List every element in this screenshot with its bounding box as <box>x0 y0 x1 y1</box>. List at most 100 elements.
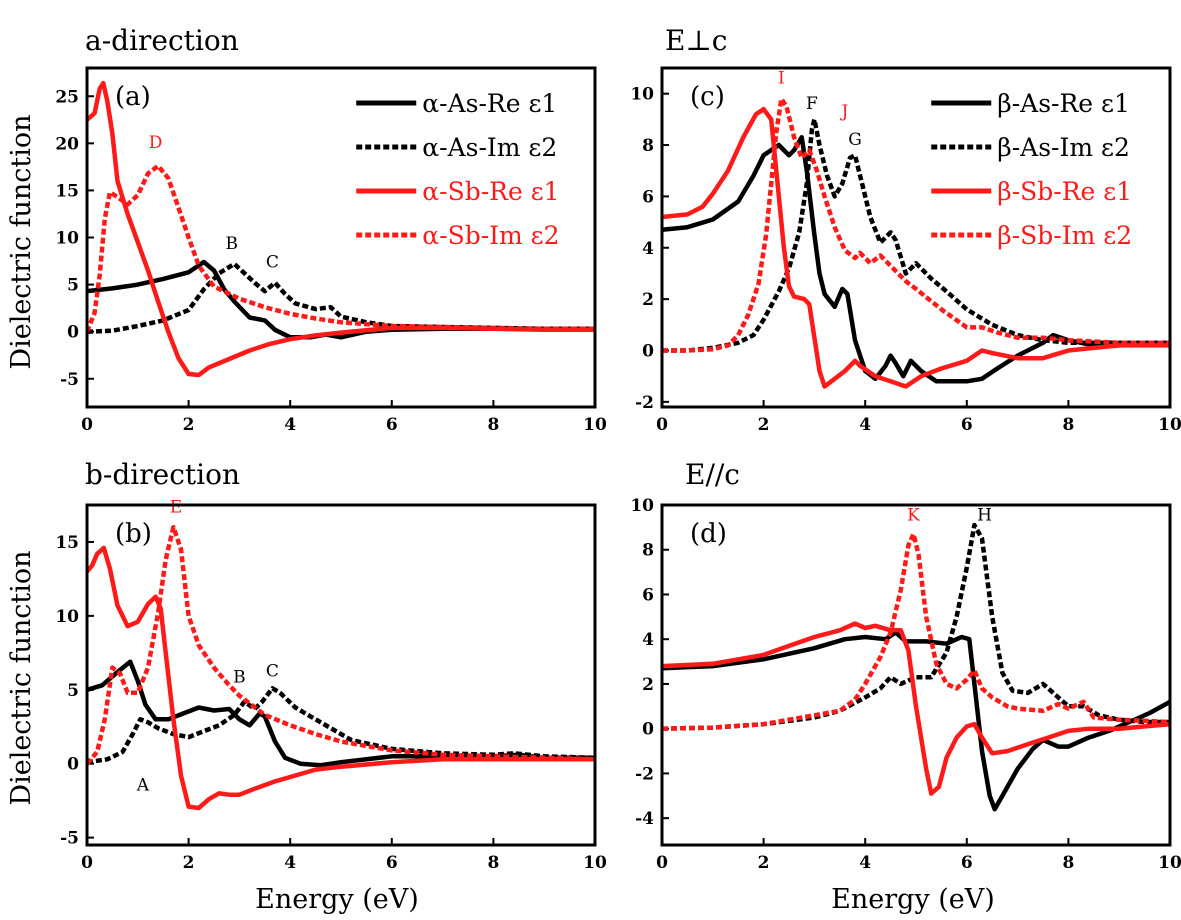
y-tick-label: 6 <box>642 187 654 207</box>
series-line-c-1 <box>662 117 1170 353</box>
y-tick-label: 6 <box>642 585 654 605</box>
x-tick-label: 8 <box>1062 415 1074 435</box>
annotation-label: C <box>266 253 279 273</box>
annotation-label: C <box>266 661 279 681</box>
legend-label: β-Sb-Im ε2 <box>997 221 1132 250</box>
legend-label: α-Sb-Im ε2 <box>422 221 559 250</box>
annotation-label: D <box>149 133 163 153</box>
y-tick-label: 2 <box>642 290 654 310</box>
series-line-a-3 <box>87 163 595 333</box>
ylabel-bottom: Dielectric function <box>6 550 37 805</box>
x-tick-label: 10 <box>1158 853 1181 873</box>
x-tick-label: 8 <box>487 415 499 435</box>
y-tick-label: 0 <box>642 720 654 740</box>
x-tick-label: 0 <box>656 415 668 435</box>
x-tick-label: 0 <box>81 415 93 435</box>
annotation-label: K <box>907 506 920 526</box>
y-tick-label: 0 <box>67 323 79 343</box>
y-tick-label: 5 <box>67 681 79 701</box>
legend-label: α-Sb-Re ε1 <box>422 177 559 206</box>
annotation-label: H <box>977 506 992 526</box>
series-line-a-0 <box>87 259 595 340</box>
y-tick-label: -5 <box>60 370 79 390</box>
chart-panel-a: a-direction 0 2 4 6 8 10 -5 0 5 10 15 20 25 D B C (a) α-As… <box>55 24 607 435</box>
x-tick-label: 6 <box>386 415 398 435</box>
y-tick-label: 10 <box>630 496 654 516</box>
plot-frame <box>85 66 597 409</box>
y-tick-label: 2 <box>642 675 654 695</box>
annotation-label: B <box>226 234 239 254</box>
annotation-label: B <box>233 667 246 687</box>
annotation-label: F <box>806 94 818 114</box>
ylabel-top: Dielectric function <box>6 114 37 369</box>
y-tick-label: 20 <box>55 134 79 154</box>
xlabel-right: Energy (eV) <box>831 884 995 915</box>
y-tick-label: 10 <box>630 85 654 105</box>
y-tick-label: 10 <box>55 607 79 627</box>
annotation-label: E <box>170 497 182 517</box>
chart-panel-d: E//c 0 2 4 6 8 10 -4 -2 0 2 4 6 8 10 K H (d) <box>630 458 1181 873</box>
series-line-c-2 <box>662 106 1170 389</box>
annotation-label: J <box>839 102 848 122</box>
panel-label: (b) <box>115 519 152 549</box>
annotation-label: A <box>136 775 150 795</box>
x-tick-label: 0 <box>81 853 93 873</box>
x-tick-label: 6 <box>386 853 398 873</box>
series-line-b-3 <box>87 524 595 766</box>
y-tick-label: 4 <box>642 239 654 259</box>
y-tick-label: -2 <box>635 393 654 413</box>
y-tick-label: 25 <box>55 87 79 107</box>
series-line-d-2 <box>662 621 1170 796</box>
panel-title: a-direction <box>85 24 239 57</box>
panel-label: (c) <box>690 82 725 112</box>
x-tick-label: 2 <box>758 415 770 435</box>
legend-label: β-As-Re ε1 <box>997 89 1130 118</box>
series-line-b-2 <box>87 545 595 811</box>
y-tick-label: 5 <box>67 276 79 296</box>
y-tick-label: 0 <box>642 342 654 362</box>
panel-label: (a) <box>115 82 151 112</box>
x-tick-label: 2 <box>758 853 770 873</box>
legend-label: β-Sb-Re ε1 <box>997 177 1132 206</box>
plot-frame <box>85 503 597 847</box>
x-tick-label: 10 <box>1158 415 1181 435</box>
x-tick-label: 4 <box>859 853 871 873</box>
x-tick-label: 10 <box>583 853 607 873</box>
plot-frame <box>660 503 1172 847</box>
x-tick-label: 8 <box>487 853 499 873</box>
x-tick-label: 4 <box>284 415 296 435</box>
x-tick-label: 2 <box>183 853 195 873</box>
panel-title: E⊥c <box>665 24 727 57</box>
y-tick-label: -5 <box>60 829 79 849</box>
legend-label: β-As-Im ε2 <box>997 133 1130 162</box>
y-tick-label: 8 <box>642 541 654 561</box>
annotation-label: I <box>778 68 785 88</box>
plot-frame <box>660 66 1172 409</box>
series-line-c-3 <box>662 96 1170 353</box>
series-line-b-0 <box>87 659 595 768</box>
panel-title: E//c <box>685 458 740 491</box>
y-tick-label: 10 <box>55 229 79 249</box>
series-line-a-2 <box>87 80 595 378</box>
x-tick-label: 6 <box>961 415 973 435</box>
x-tick-label: 8 <box>1062 853 1074 873</box>
annotation-label: G <box>848 130 862 150</box>
series-line-b-1 <box>87 686 595 765</box>
y-tick-label: 15 <box>55 181 79 201</box>
legend-label: α-As-Re ε1 <box>422 89 557 118</box>
y-tick-label: 15 <box>55 533 79 553</box>
xlabel-left: Energy (eV) <box>255 884 419 915</box>
panel-title: b-direction <box>85 458 240 491</box>
y-tick-label: 8 <box>642 136 654 156</box>
legend-label: α-As-Im ε2 <box>422 133 557 162</box>
x-tick-label: 0 <box>656 853 668 873</box>
x-tick-label: 4 <box>284 853 296 873</box>
series-line-d-0 <box>662 630 1170 812</box>
x-tick-label: 2 <box>183 415 195 435</box>
x-tick-label: 4 <box>859 415 871 435</box>
panel-label: (d) <box>690 519 727 549</box>
